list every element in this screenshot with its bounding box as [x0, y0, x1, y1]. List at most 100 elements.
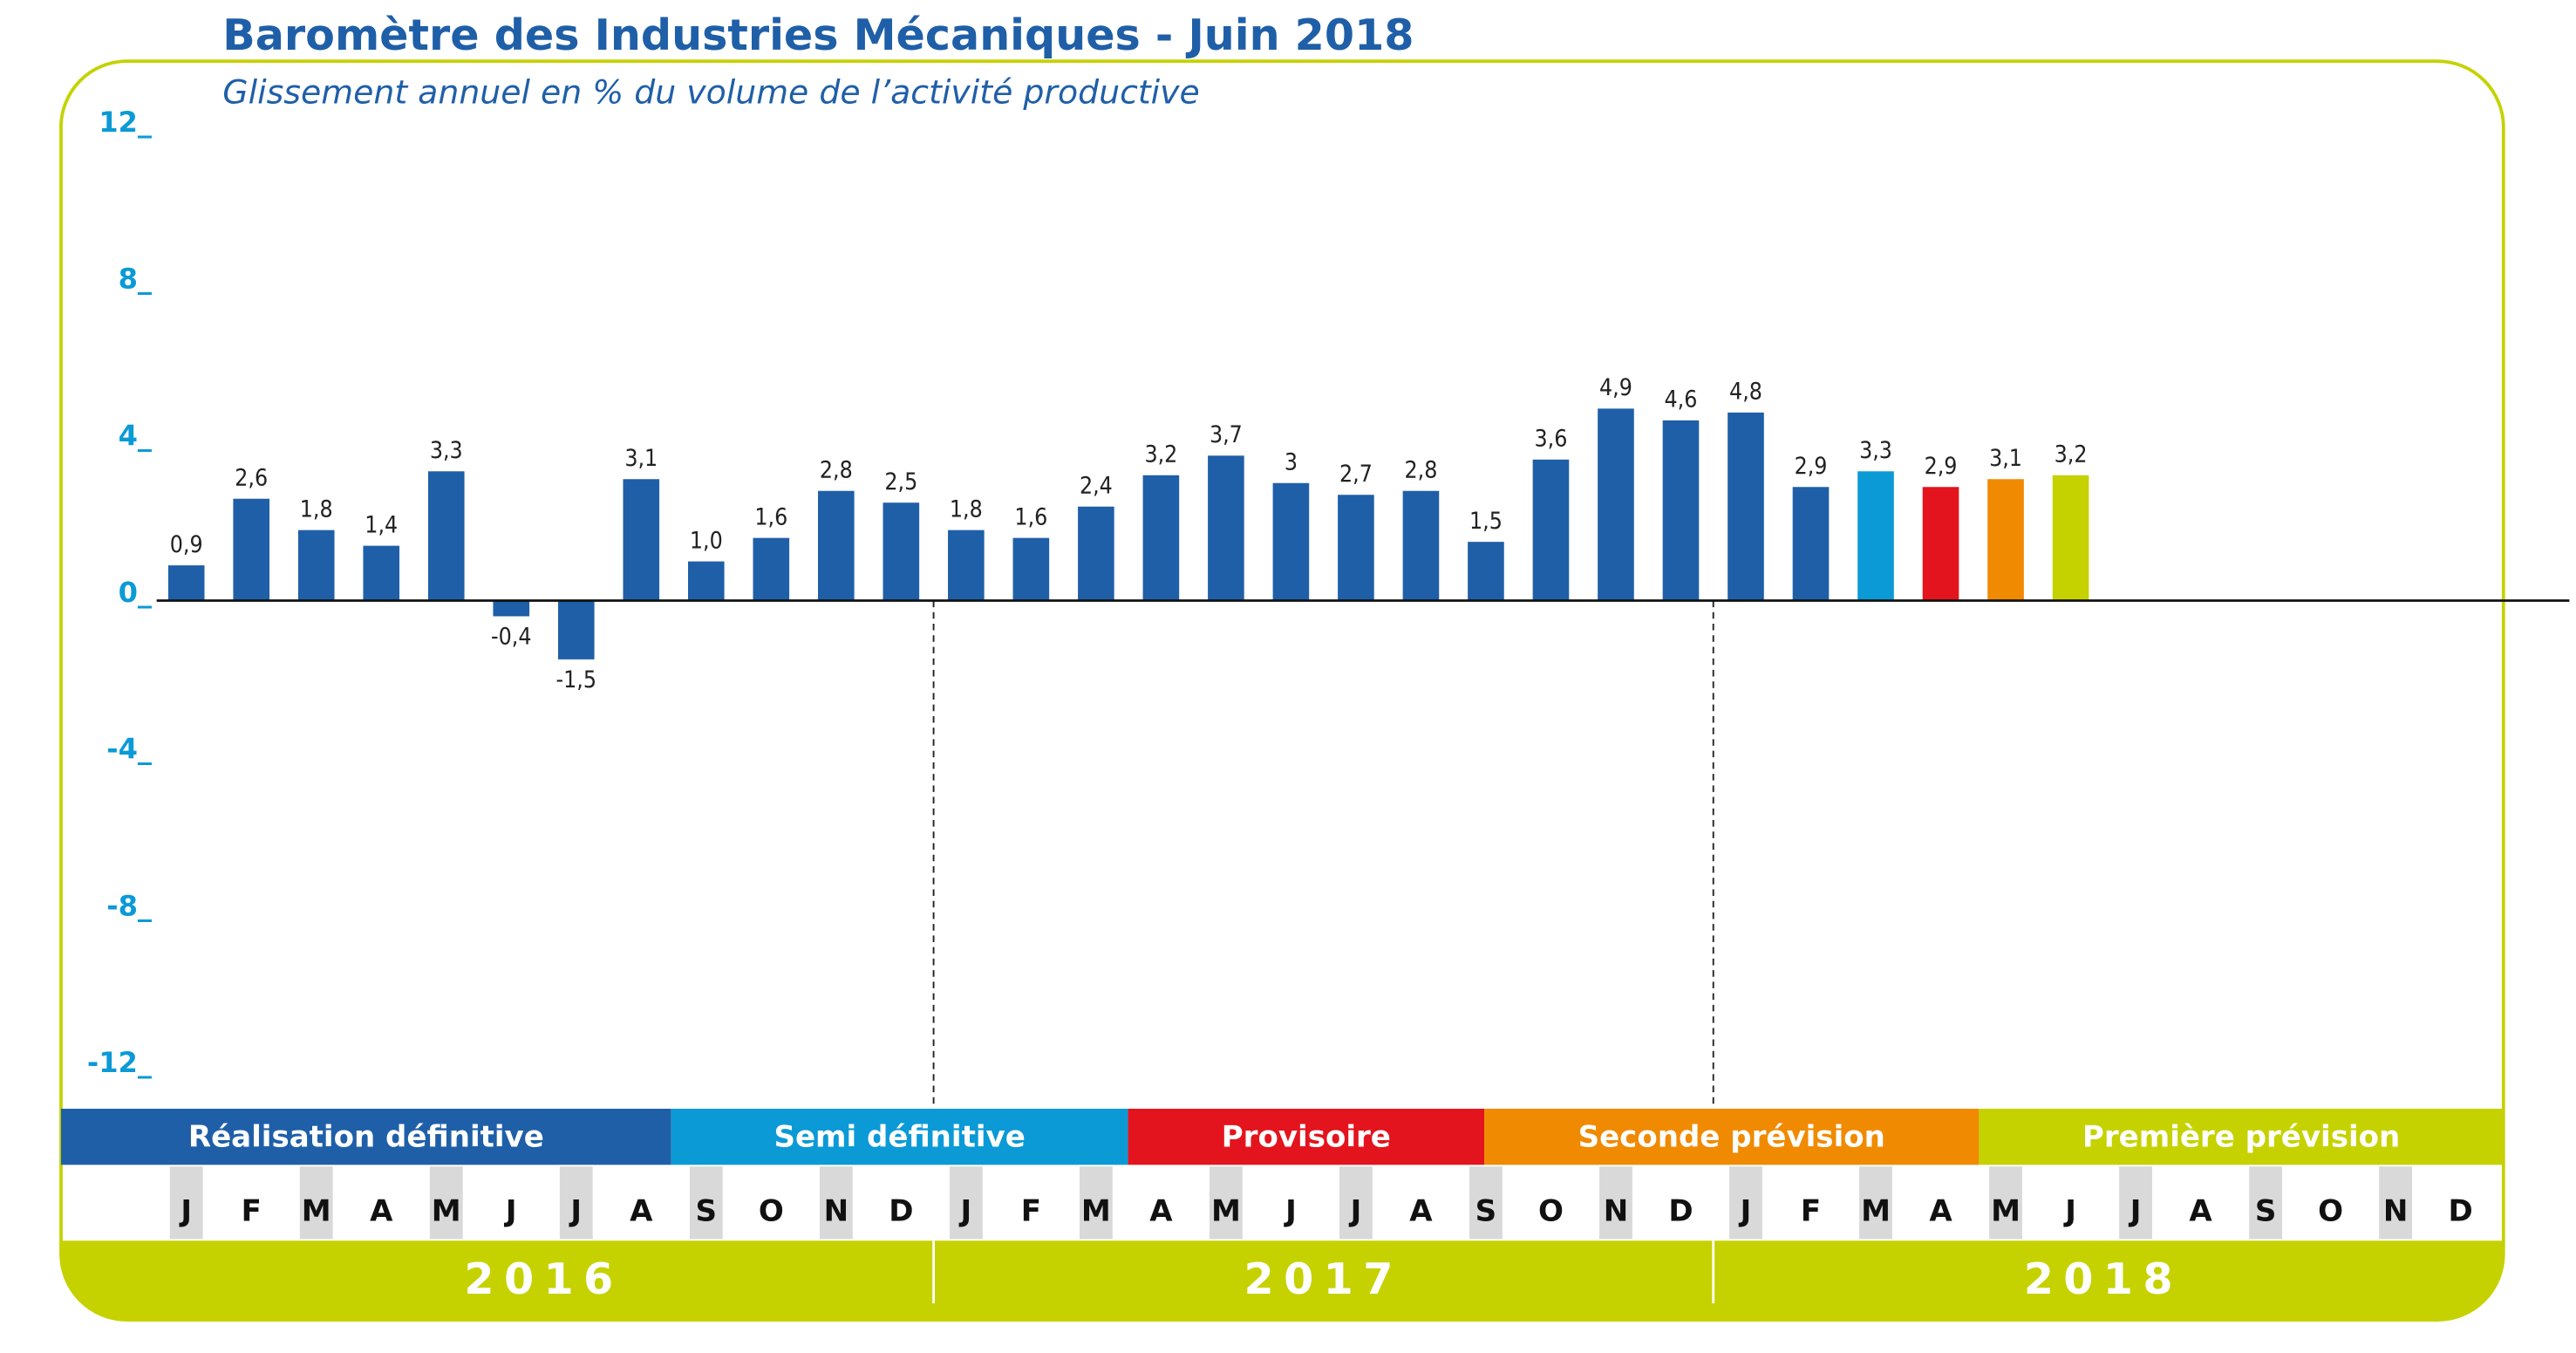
bar — [167, 565, 205, 601]
phase-label: Première prévision — [2082, 1120, 2400, 1155]
x-tick-label: A — [630, 1194, 653, 1229]
month-shade — [1729, 1166, 1762, 1240]
month-shade — [1209, 1166, 1243, 1240]
value-label: 2,6 — [235, 465, 268, 492]
value-label: 4,8 — [1729, 379, 1762, 406]
phase-band — [671, 1108, 1128, 1165]
value-label: 1,6 — [754, 503, 787, 530]
bar — [1078, 506, 1114, 601]
x-tick-label: A — [2189, 1194, 2212, 1229]
bar — [1532, 459, 1570, 601]
bar — [1922, 487, 1959, 601]
bar — [2052, 475, 2089, 601]
y-tick-label: 12_ — [99, 106, 153, 139]
x-tick-label: F — [1021, 1194, 1041, 1229]
month-shade — [1989, 1166, 2022, 1240]
y-tick-label: 0_ — [119, 576, 153, 609]
x-tick-label: J — [504, 1194, 517, 1229]
month-shade — [1469, 1166, 1503, 1240]
value-label: 3,3 — [1859, 437, 1892, 464]
chart-title: Baromètre des Industries Mécaniques - Ju… — [222, 10, 1414, 60]
bar — [1142, 475, 1180, 601]
x-tick-label: D — [1668, 1194, 1693, 1229]
bar — [1468, 542, 1504, 601]
month-shade — [949, 1166, 983, 1240]
phase-band — [1484, 1108, 1980, 1165]
month-shade — [429, 1166, 463, 1240]
x-tick-label: J — [2063, 1194, 2076, 1229]
phase-label: Seconde prévision — [1578, 1120, 1885, 1155]
month-shade — [2119, 1166, 2152, 1240]
bar — [1857, 471, 1894, 601]
x-tick-label: M — [1081, 1194, 1111, 1229]
value-label: 3,6 — [1535, 426, 1568, 453]
bar — [1598, 408, 1634, 601]
bar — [753, 537, 790, 601]
value-label: 1,8 — [300, 495, 333, 523]
x-tick-label: M — [1211, 1194, 1241, 1229]
phase-label: Réalisation définitive — [188, 1120, 544, 1155]
x-tick-label: J — [569, 1194, 582, 1229]
y-tick-label: -4_ — [106, 733, 153, 766]
month-shade — [169, 1166, 203, 1240]
year-label: 2017 — [1244, 1254, 1403, 1304]
phase-band — [1128, 1108, 1485, 1165]
x-tick-label: A — [370, 1194, 393, 1229]
x-tick-label: A — [1409, 1194, 1433, 1229]
x-tick-label: J — [959, 1194, 972, 1229]
year-label: 2018 — [2024, 1254, 2183, 1304]
phase-label: Provisoire — [1222, 1120, 1391, 1155]
value-label: 2,9 — [1925, 453, 1958, 480]
month-shade — [689, 1166, 723, 1240]
year-band — [60, 1240, 2504, 1321]
value-label: 3,3 — [430, 437, 463, 464]
bar — [1728, 412, 1764, 601]
bar — [948, 530, 985, 601]
value-label: 3,1 — [624, 445, 658, 472]
value-label: 2,8 — [820, 457, 853, 484]
x-tick-label: J — [2129, 1194, 2142, 1229]
x-tick-label: N — [2383, 1194, 2408, 1229]
value-label: 1,4 — [365, 511, 398, 538]
y-tick-label: 8_ — [119, 263, 153, 296]
x-tick-label: F — [242, 1194, 262, 1229]
bar — [1208, 455, 1244, 601]
value-label: 1,8 — [950, 495, 983, 523]
bar — [1792, 487, 1830, 601]
x-tick-label: D — [889, 1194, 913, 1229]
bar — [297, 530, 335, 601]
month-shade — [819, 1166, 853, 1240]
phase-band — [60, 1108, 671, 1165]
value-label: 0,9 — [170, 531, 203, 558]
value-label: 1,5 — [1469, 508, 1503, 535]
value-label: 1,0 — [690, 527, 723, 554]
x-tick-label: S — [2255, 1194, 2277, 1229]
x-tick-label: O — [759, 1194, 784, 1229]
bar — [818, 490, 855, 601]
value-label: -0,4 — [491, 624, 531, 651]
bar — [427, 471, 465, 601]
value-label: 3,1 — [1989, 445, 2022, 472]
y-tick-label: -8_ — [106, 889, 153, 922]
x-tick-label: S — [1475, 1194, 1497, 1229]
x-tick-label: M — [302, 1194, 331, 1229]
bar — [1402, 490, 1440, 601]
value-label: 2,9 — [1795, 453, 1828, 480]
value-label: 2,7 — [1339, 461, 1373, 488]
x-tick-label: A — [1929, 1194, 1952, 1229]
bar — [493, 600, 530, 617]
month-shade — [1079, 1166, 1113, 1240]
x-tick-label: J — [179, 1194, 192, 1229]
x-tick-label: N — [1604, 1194, 1628, 1229]
bar — [1987, 479, 2024, 601]
bar — [1662, 420, 1700, 601]
bar — [883, 502, 920, 601]
bar — [233, 498, 270, 601]
value-label: 3,2 — [2055, 441, 2088, 468]
bar — [363, 545, 400, 601]
month-shade — [2249, 1166, 2282, 1240]
x-tick-label: O — [2318, 1194, 2343, 1229]
x-tick-label: J — [1739, 1194, 1752, 1229]
bar — [1338, 495, 1374, 601]
